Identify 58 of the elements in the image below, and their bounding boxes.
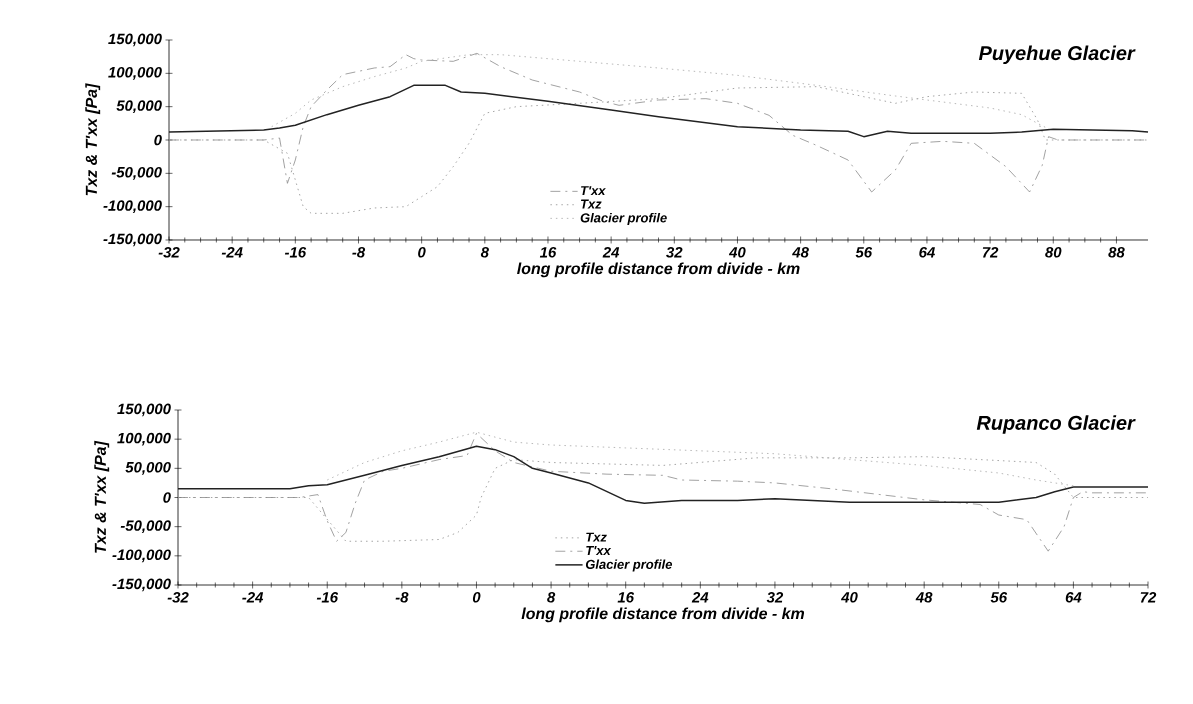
- x-tick-label: -24: [221, 247, 243, 258]
- y-tick-label: -150,000: [103, 233, 162, 247]
- x-tick-label: 72: [982, 247, 999, 258]
- legend-label: T'xx: [580, 186, 606, 196]
- legend-label: T'xx: [586, 546, 612, 555]
- x-tick-label: -32: [167, 592, 189, 603]
- y-tick-label: 150,000: [117, 403, 171, 417]
- x-tick-label: -8: [352, 247, 366, 258]
- y-tick-label: 0: [154, 134, 162, 146]
- x-tick-label: 0: [418, 247, 426, 258]
- y-tick-label: 50,000: [125, 461, 171, 475]
- line-series: [168, 84, 1149, 138]
- y-axis-title: Txz & T'xx [Pa]: [94, 440, 110, 553]
- y-tick-label: 100,000: [117, 432, 171, 446]
- legend-label: Glacier profile: [585, 559, 673, 572]
- x-tick-label: -16: [284, 247, 307, 258]
- chart-title: Rupanco Glacier: [976, 415, 1136, 434]
- x-tick-label: 16: [617, 592, 635, 603]
- y-tick-label: -50,000: [120, 520, 171, 534]
- x-tick-label: 48: [915, 592, 933, 603]
- x-tick-label: 8: [480, 247, 489, 258]
- x-tick-label: 80: [1045, 247, 1062, 258]
- x-tick-label: 56: [855, 247, 873, 258]
- line-series: [168, 86, 1149, 214]
- x-axis-title: long profile distance from divide - km: [517, 262, 800, 278]
- x-tick-label: 40: [728, 247, 746, 258]
- x-tick-label: -24: [242, 592, 264, 603]
- x-axis-title: long profile distance from divide - km: [521, 607, 805, 623]
- y-axis-title: Txz & T'xx [Pa]: [85, 83, 101, 196]
- x-tick-label: 64: [1065, 592, 1082, 603]
- y-tick-label: 50,000: [116, 100, 162, 114]
- legend-label: Txz: [586, 532, 607, 542]
- y-tick-label: -100,000: [112, 549, 171, 563]
- y-tick-label: 100,000: [108, 66, 162, 80]
- x-tick-label: 16: [539, 247, 557, 258]
- x-tick-label: 88: [1108, 247, 1125, 258]
- x-tick-label: 40: [840, 592, 858, 603]
- x-tick-label: -16: [316, 592, 339, 603]
- x-tick-label: 32: [766, 592, 784, 603]
- y-tick-label: 150,000: [108, 33, 162, 47]
- y-tick-label: -150,000: [112, 578, 171, 592]
- x-tick-label: 56: [990, 592, 1008, 603]
- legend-label: Txz: [580, 199, 602, 209]
- x-tick-label: 8: [547, 592, 556, 603]
- x-tick-label: -8: [395, 592, 409, 603]
- legend-label: Glacier profile: [580, 212, 667, 225]
- x-tick-label: 64: [919, 247, 935, 258]
- chart-title: Puyehue Glacier: [978, 45, 1136, 65]
- y-tick-label: 0: [163, 492, 171, 503]
- x-tick-label: 32: [666, 247, 683, 258]
- x-tick-label: 72: [1140, 592, 1157, 603]
- x-tick-label: 24: [691, 592, 709, 603]
- y-tick-label: -50,000: [111, 166, 162, 180]
- y-tick-label: -100,000: [103, 200, 162, 214]
- x-tick-label: 24: [602, 247, 620, 258]
- x-tick-label: -32: [158, 247, 180, 258]
- x-tick-label: 0: [472, 592, 481, 603]
- x-tick-label: 48: [792, 247, 809, 258]
